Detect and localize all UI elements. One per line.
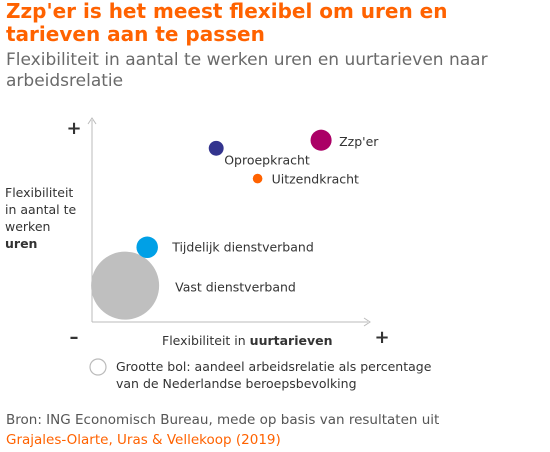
bubble-label-zzp-er: Zzp'er [339, 134, 379, 149]
x-axis-label-bold: uurtarieven [250, 333, 333, 348]
y-axis-label: Flexibiliteit in aantal te werken uren [5, 184, 85, 252]
y-axis-label-line3: werken uren [5, 218, 85, 252]
bubble-label-vast-dienstverband: Vast dienstverband [175, 280, 296, 295]
size-legend: Grootte bol: aandeel arbeidsrelatie als … [89, 358, 432, 391]
bubble-label-uitzendkracht: Uitzendkracht [272, 172, 359, 187]
y-axis-plus: + [66, 118, 81, 139]
bubble-label-oproepkracht: Oproepkracht [224, 152, 310, 167]
legend-text-line2: van de Nederlandse beroepsbevolking [116, 376, 357, 391]
y-axis-label-line1: Flexibiliteit [5, 185, 74, 200]
page-title: Zzp'er is het meest flexibel om uren en … [6, 0, 448, 46]
y-axis-minus: – [70, 327, 79, 348]
legend-text-line1: Grootte bol: aandeel arbeidsrelatie als … [116, 359, 432, 374]
source-note: Bron: ING Economisch Bureau, mede op bas… [6, 410, 546, 450]
bubble-tijdelijk-dienstverband [136, 236, 158, 259]
source-link[interactable]: Grajales-Olarte, Uras & Vellekoop (2019) [6, 432, 281, 448]
x-axis-label-prefix: Flexibiliteit in [162, 333, 250, 348]
x-axis-arrow [363, 317, 371, 327]
y-axis-label-line3-bold: uren [5, 236, 38, 251]
bubble-vast-dienstverband [91, 251, 160, 320]
source-text: Bron: ING Economisch Bureau, mede op bas… [6, 412, 440, 428]
bubble-layer: Vast dienstverband Tijdelijk dienstverban… [91, 129, 379, 320]
page-subtitle: Flexibiliteit in aantal te werken uren e… [6, 50, 488, 91]
bubble-uitzendkracht [252, 173, 263, 184]
bubble-zzp-er [310, 129, 332, 151]
legend-size-icon [89, 358, 107, 376]
y-axis-label-line2: in aantal te [5, 202, 77, 217]
bubble-label-tijdelijk-dienstverband: Tijdelijk dienstverband [171, 239, 314, 254]
x-axis-plus: + [374, 327, 389, 348]
y-axis-label-line3-prefix: werken [5, 219, 51, 234]
bubble-oproepkracht [208, 140, 224, 156]
chart-axes: + – + Flexibiliteit in uurtarieven [66, 117, 390, 348]
x-axis-label: Flexibiliteit in uurtarieven [162, 333, 333, 348]
y-axis-arrow [87, 117, 97, 125]
